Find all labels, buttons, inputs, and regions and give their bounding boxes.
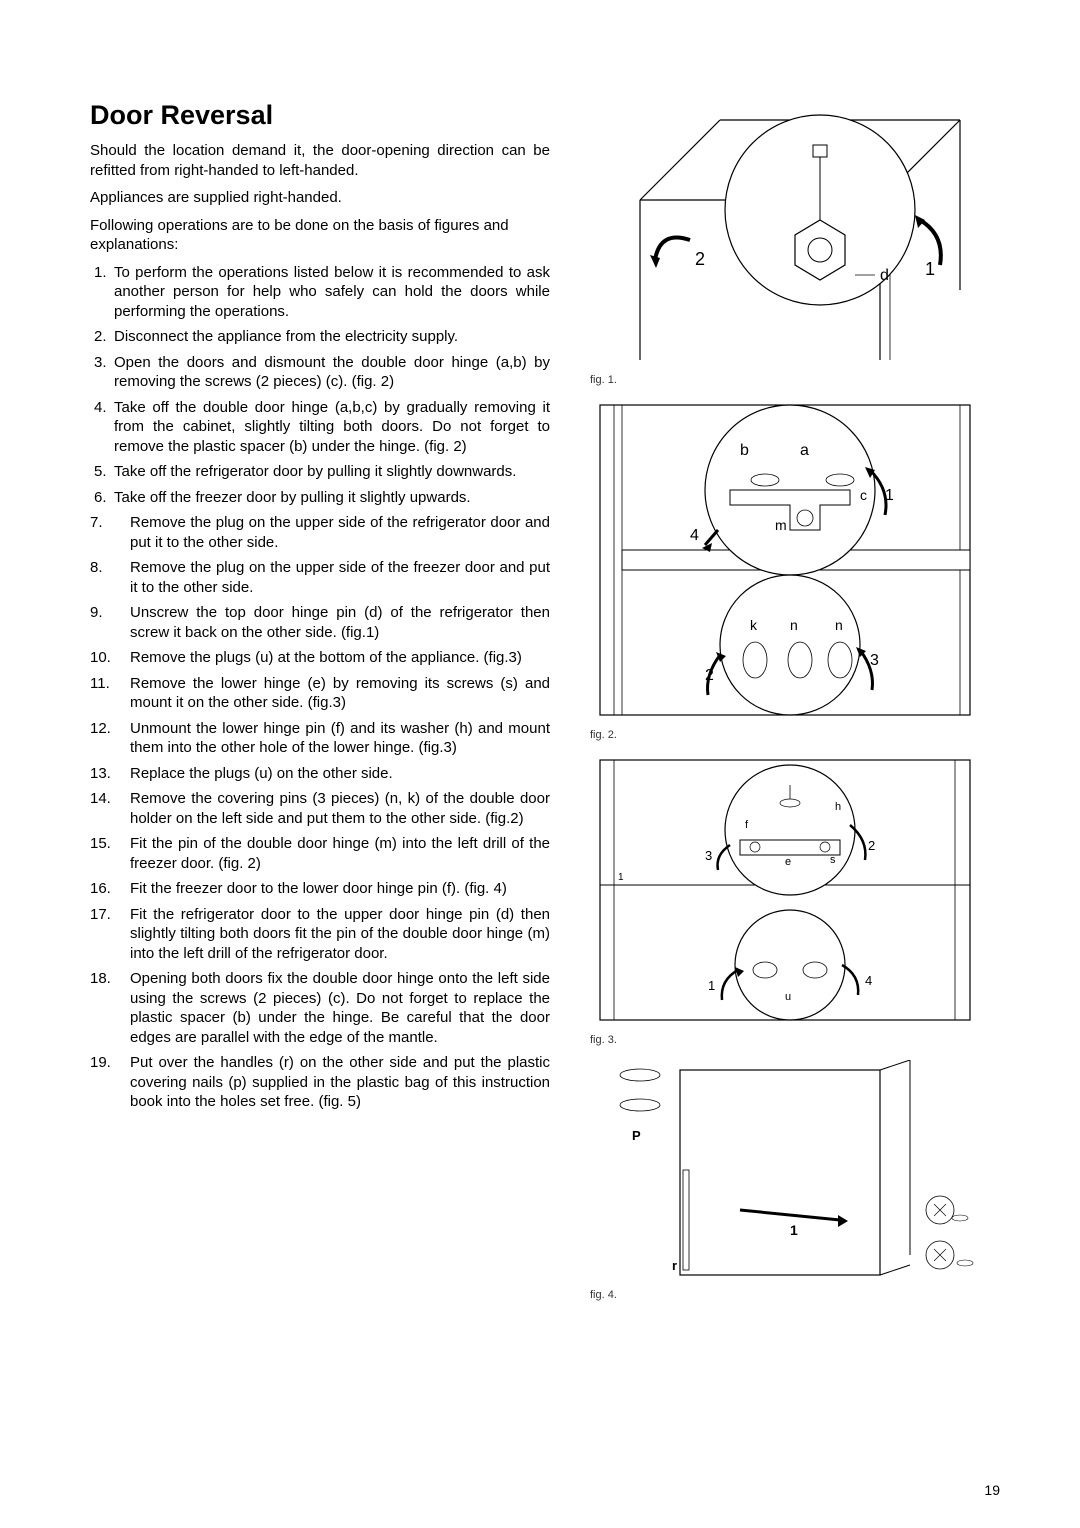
svg-text:3: 3: [705, 848, 712, 863]
figure-1-label: fig. 1.: [590, 374, 980, 386]
page-title: Door Reversal: [90, 100, 550, 131]
list-item: 10.Remove the plugs (u) at the bottom of…: [90, 648, 550, 668]
list-item: To perform the operations listed below i…: [90, 263, 550, 322]
svg-text:b: b: [740, 442, 749, 459]
list-item: Open the doors and dismount the double d…: [90, 353, 550, 392]
svg-text:3: 3: [870, 652, 879, 669]
figure-4: P r 1: [590, 1060, 980, 1285]
list-item: 12.Unmount the lower hinge pin (f) and i…: [90, 719, 550, 758]
list-item: 15.Fit the pin of the double door hinge …: [90, 834, 550, 873]
figure-2: b a c m 1 4 k n n 2: [590, 400, 980, 725]
instruction-list-1: To perform the operations listed below i…: [90, 263, 550, 508]
svg-text:1: 1: [925, 259, 935, 279]
svg-text:a: a: [800, 442, 809, 459]
list-item: 16.Fit the freezer door to the lower doo…: [90, 879, 550, 899]
list-item: 7.Remove the plug on the upper side of t…: [90, 513, 550, 552]
svg-text:P: P: [632, 1128, 641, 1143]
svg-text:u: u: [785, 991, 791, 1003]
svg-text:n: n: [790, 617, 798, 633]
svg-text:4: 4: [690, 527, 699, 544]
svg-text:c: c: [860, 487, 867, 503]
instruction-list-2: 7.Remove the plug on the upper side of t…: [90, 513, 550, 1112]
page-container: Door Reversal Should the location demand…: [90, 100, 1000, 1315]
right-column: 2 1 d fig. 1.: [590, 100, 980, 1315]
list-item: 17.Fit the refrigerator door to the uppe…: [90, 905, 550, 964]
page-number: 19: [984, 1482, 1000, 1498]
list-item: 13.Replace the plugs (u) on the other si…: [90, 764, 550, 784]
list-item: 18.Opening both doors fix the double doo…: [90, 969, 550, 1047]
svg-text:4: 4: [865, 973, 872, 988]
svg-text:m: m: [775, 517, 787, 533]
svg-text:n: n: [835, 617, 843, 633]
svg-text:k: k: [750, 617, 758, 633]
svg-text:e: e: [785, 856, 791, 868]
svg-text:1: 1: [618, 872, 624, 883]
figure-3-label: fig. 3.: [590, 1034, 980, 1046]
svg-text:d: d: [880, 267, 889, 284]
list-item: Take off the refrigerator door by pullin…: [90, 462, 550, 482]
svg-text:2: 2: [705, 667, 714, 684]
list-item: 19.Put over the handles (r) on the other…: [90, 1053, 550, 1112]
intro-paragraph-2: Appliances are supplied right-handed.: [90, 188, 550, 208]
svg-text:r: r: [672, 1258, 677, 1273]
svg-text:s: s: [830, 854, 836, 866]
list-item: Take off the freezer door by pulling it …: [90, 488, 550, 508]
svg-text:2: 2: [868, 838, 875, 853]
figure-2-label: fig. 2.: [590, 729, 980, 741]
list-item: 9.Unscrew the top door hinge pin (d) of …: [90, 603, 550, 642]
intro-paragraph-1: Should the location demand it, the door-…: [90, 141, 550, 180]
left-column: Door Reversal Should the location demand…: [90, 100, 550, 1315]
svg-text:1: 1: [885, 487, 894, 504]
intro-paragraph-3: Following operations are to be done on t…: [90, 216, 550, 255]
figure-1: 2 1 d: [590, 100, 980, 370]
list-item: Disconnect the appliance from the electr…: [90, 327, 550, 347]
list-item: Take off the double door hinge (a,b,c) b…: [90, 398, 550, 457]
svg-text:h: h: [835, 801, 841, 813]
svg-text:2: 2: [695, 249, 705, 269]
list-item: 11.Remove the lower hinge (e) by removin…: [90, 674, 550, 713]
list-item: 8.Remove the plug on the upper side of t…: [90, 558, 550, 597]
figure-4-label: fig. 4.: [590, 1289, 980, 1301]
svg-text:1: 1: [708, 978, 715, 993]
list-item: 14.Remove the covering pins (3 pieces) (…: [90, 789, 550, 828]
svg-text:1: 1: [790, 1222, 798, 1238]
figure-3: f h e s 2 3 u 1 4 1: [590, 755, 980, 1030]
